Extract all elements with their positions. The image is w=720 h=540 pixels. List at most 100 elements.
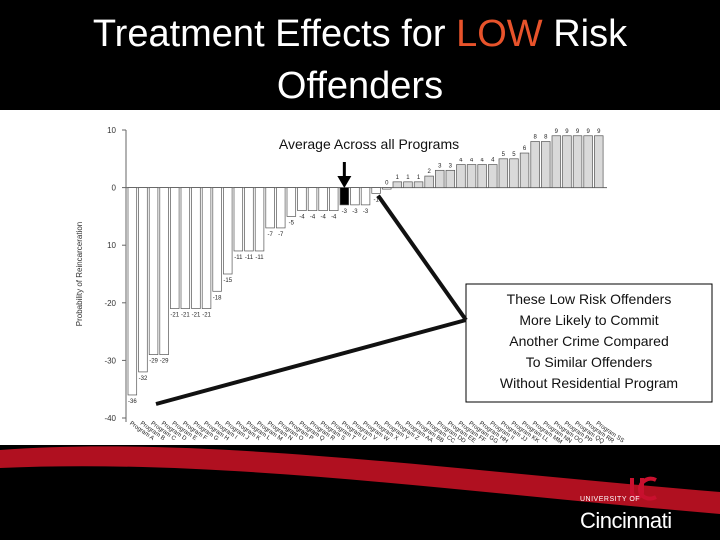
bar xyxy=(445,169,456,188)
bar-value-label: 1 xyxy=(417,175,421,181)
bar xyxy=(307,187,318,211)
bar-value-label: -21 xyxy=(202,313,211,319)
y-tick-label: 10 xyxy=(107,241,116,250)
bar-value-label: 9 xyxy=(565,129,569,135)
bar xyxy=(498,158,509,188)
bar-value-label: -29 xyxy=(149,359,158,365)
bar xyxy=(530,141,540,188)
bar-value-label: 1 xyxy=(406,175,410,181)
bar-value-label: -1 xyxy=(373,197,379,203)
footer-band xyxy=(0,440,720,540)
y-tick-label: -30 xyxy=(104,356,116,365)
bar-value-label: 9 xyxy=(555,129,559,135)
title-part-2: Risk xyxy=(542,13,628,55)
average-label-box xyxy=(246,130,490,158)
callout-pointer-upper xyxy=(376,194,468,322)
callout-text-line: To Similar Offenders xyxy=(526,354,653,370)
bar xyxy=(477,164,487,188)
logo-university-of: UNIVERSITY OF xyxy=(580,496,641,503)
bar xyxy=(424,175,434,188)
uc-monogram-icon xyxy=(630,476,657,501)
bar xyxy=(339,187,350,206)
bar xyxy=(265,187,275,229)
y-tick-label: -40 xyxy=(104,414,116,423)
title-line-2: Offenders xyxy=(276,65,444,107)
bar xyxy=(562,135,572,188)
bar xyxy=(541,141,551,188)
callout-text-line: Another Crime Compared xyxy=(509,333,669,349)
bar xyxy=(413,181,424,188)
bar-value-label: 8 xyxy=(544,135,548,141)
bar-value-label: -4 xyxy=(310,215,316,221)
y-tick-label: -20 xyxy=(104,299,116,308)
bar xyxy=(191,187,201,309)
bar xyxy=(233,187,244,252)
y-tick-label: 0 xyxy=(112,184,117,193)
footer-swoosh xyxy=(0,446,720,540)
bar xyxy=(159,187,169,355)
average-arrow-head xyxy=(337,176,352,188)
bar-value-label: -5 xyxy=(289,220,295,226)
bar xyxy=(509,158,519,188)
bar xyxy=(201,187,212,309)
bar-value-label: 9 xyxy=(597,129,601,135)
bar xyxy=(286,187,297,217)
bar-value-label: -7 xyxy=(267,232,273,238)
bar-value-label: 9 xyxy=(586,129,590,135)
bar xyxy=(148,187,159,355)
bar-value-label: -3 xyxy=(352,209,358,215)
bar xyxy=(170,187,180,309)
logo-cincinnati: Cincinnati xyxy=(580,508,672,533)
y-tick-label: 10 xyxy=(107,126,116,135)
bar-value-label: 4 xyxy=(470,158,474,164)
bar-value-label: -11 xyxy=(245,255,254,261)
bar-value-label: -3 xyxy=(363,209,369,215)
bar-value-label: 4 xyxy=(480,158,484,164)
bar-value-label: 5 xyxy=(502,152,506,158)
university-logo: UNIVERSITY OF Cincinnati xyxy=(580,476,700,534)
bar-value-label: 1 xyxy=(396,175,400,181)
bar-value-label: -18 xyxy=(213,295,222,301)
callout-text-line: These Low Risk Offenders xyxy=(507,291,672,307)
bar-value-label: -11 xyxy=(234,255,243,261)
bar-value-label: -21 xyxy=(192,313,201,319)
bar xyxy=(519,152,530,188)
bar xyxy=(318,187,328,211)
bar-value-label: -21 xyxy=(170,313,179,319)
bar-value-label: -36 xyxy=(128,399,137,405)
bar xyxy=(392,181,403,188)
bar xyxy=(488,164,498,188)
callout-text-line: Without Residential Program xyxy=(500,375,678,391)
bar-value-label: -11 xyxy=(255,255,264,261)
bar-value-label: -29 xyxy=(160,359,169,365)
bar-value-label: 0 xyxy=(385,181,389,187)
bar-value-label: 9 xyxy=(576,129,580,135)
bar xyxy=(583,135,593,188)
bar xyxy=(360,187,371,206)
bar xyxy=(350,187,360,206)
bar xyxy=(254,187,265,252)
slide-title: Treatment Effects for LOW Risk Offenders xyxy=(0,8,720,112)
title-highlight-low: LOW xyxy=(456,13,543,55)
bar xyxy=(403,181,413,188)
bar-value-label: 6 xyxy=(523,146,527,152)
bar-value-label: 4 xyxy=(491,158,495,164)
bar xyxy=(244,187,254,252)
chart-panel: 10 0 10 -20 -30 -40 Probability of Reincarcera… xyxy=(0,110,720,445)
bar xyxy=(456,164,466,188)
bar-value-label: 5 xyxy=(512,152,516,158)
bar-value-label: 2 xyxy=(427,169,431,175)
bar xyxy=(572,135,583,188)
bar xyxy=(435,169,445,188)
bar-value-label: 3 xyxy=(449,163,453,169)
bar xyxy=(329,187,339,211)
bar-value-label: -4 xyxy=(331,215,337,221)
title-part-1: Treatment Effects for xyxy=(92,13,457,55)
bar xyxy=(382,187,392,190)
bar-value-label: 3 xyxy=(438,163,442,169)
callout-text-line: More Likely to Commit xyxy=(519,312,658,328)
y-axis-label: Probability of Reincarceration xyxy=(75,222,84,327)
title-line-1: Treatment Effects for LOW Risk xyxy=(0,8,720,60)
bar xyxy=(466,164,477,188)
